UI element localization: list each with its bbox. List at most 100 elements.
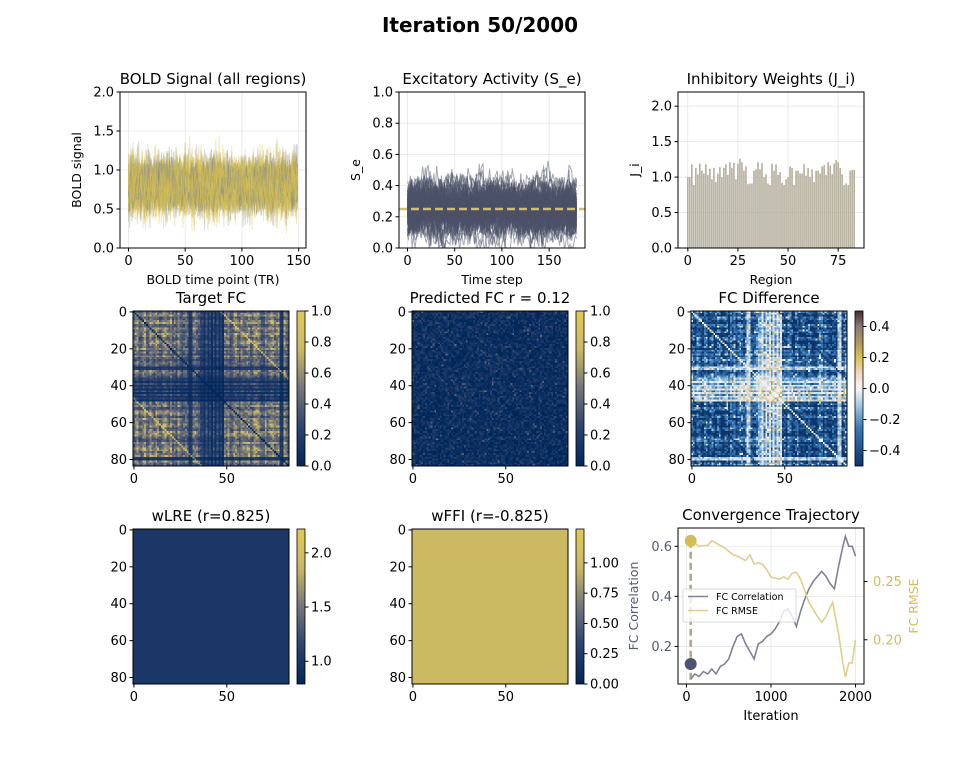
bold-trace (128, 153, 298, 223)
colorbar-tick-label: 0.4 (590, 398, 611, 413)
ji-bar (821, 166, 823, 248)
bold-trace (128, 150, 298, 215)
bold-trace (128, 153, 298, 231)
y-tick-label: 0.4 (372, 179, 393, 194)
ji-bar (787, 177, 789, 248)
bold-trace (128, 142, 298, 230)
ji-bar (745, 166, 747, 248)
fc-correlation-line (690, 533, 857, 680)
y-tick-label: 0 (119, 523, 127, 538)
ji-bar (761, 162, 763, 248)
bold-trace (128, 141, 298, 217)
bold-ylabel: BOLD signal (69, 132, 84, 208)
bold-trace (128, 155, 298, 221)
y-right-tick-label: 0.20 (873, 633, 902, 648)
y-tick-label: 20 (668, 342, 685, 357)
colorbar-tick-label: 0.6 (590, 367, 611, 382)
tfc-heatmap-image (133, 311, 289, 466)
ji-bar (759, 169, 761, 248)
bold-trace (128, 150, 298, 227)
bold-trace (128, 149, 298, 220)
bold-trace (128, 150, 298, 225)
x-tick-label: 50 (780, 254, 797, 269)
ji-xlabel: Region (750, 272, 793, 287)
colorbar-tick-label: 0.0 (869, 382, 890, 397)
dfc-colorbar-scale (854, 310, 864, 467)
x-tick-label: 75 (830, 254, 847, 269)
bold-trace (128, 144, 298, 231)
ji-bar (771, 163, 773, 248)
colorbar-tick-label: 0.8 (590, 336, 611, 351)
ji-bar (709, 168, 711, 248)
colorbar-tick-label: 0.00 (590, 678, 619, 693)
ji-bar (815, 170, 817, 248)
bold-trace (128, 143, 298, 208)
x-tick-label: 2000 (839, 690, 872, 705)
bold-trace (128, 143, 298, 221)
conv-ylabel-right: FC RMSE (906, 578, 921, 633)
dfc-axes: 0 50 0 20 40 60 80 FC Difference (668, 289, 848, 487)
ji-bar (687, 177, 689, 248)
ji-bar (791, 167, 793, 248)
ji-bar (843, 184, 845, 248)
pfc-title: Predicted FC r = 0.12 (410, 289, 571, 307)
ji-bar (729, 162, 731, 248)
conv-xlabel: Iteration (743, 709, 798, 724)
bold-trace (128, 161, 298, 214)
ji-bar (805, 175, 807, 248)
bold-trace (128, 152, 298, 216)
y-tick-label: 0.4 (651, 590, 672, 605)
colorbar-tick-label: 0.50 (590, 617, 619, 632)
bold-trace (128, 147, 298, 230)
bold-trace (128, 156, 298, 214)
dfc-heatmap-image (691, 311, 847, 466)
ffi-colorbar: 0.00 0.25 0.50 0.75 1.00 (575, 528, 619, 693)
se-plot-area (399, 160, 585, 250)
y-tick-label: 60 (389, 416, 406, 431)
ji-bar (851, 170, 853, 248)
y-tick-label: 1.0 (372, 86, 393, 101)
bold-trace (128, 148, 298, 218)
ji-bar (779, 172, 781, 248)
ji-bar (741, 162, 743, 248)
bold-trace (128, 149, 298, 225)
bold-trace (128, 145, 298, 225)
y-tick-label: 80 (110, 453, 127, 468)
ffi-axes: 0 50 0 20 40 60 80 wFFI (r=-0.825) (389, 507, 569, 705)
bold-trace (128, 149, 298, 216)
ji-bar (781, 182, 783, 248)
ji-bar (767, 183, 769, 248)
bold-trace (128, 151, 298, 216)
colorbar-tick-label: −0.4 (869, 444, 901, 459)
y-tick-label: 2.0 (93, 86, 114, 101)
se-title: Excitatory Activity (S_e) (402, 70, 581, 89)
ji-bar (795, 170, 797, 248)
conv-title: Convergence Trajectory (682, 506, 860, 524)
bold-trace (128, 153, 298, 216)
ji-bar (807, 167, 809, 248)
se-frame (398, 91, 586, 249)
ji-bar (699, 163, 701, 248)
pfc-heatmap-image (412, 311, 568, 466)
ji-bar (749, 183, 751, 248)
y-tick-label: 1.0 (651, 171, 672, 186)
bold-trace (128, 144, 298, 217)
colorbar-tick-label: 0.25 (590, 647, 619, 662)
ji-bar (827, 162, 829, 248)
bold-plot-area (128, 135, 298, 234)
y-tick-label: 40 (110, 597, 127, 612)
ji-bar (705, 164, 707, 248)
ji-bar (737, 163, 739, 248)
ji-bar (797, 170, 799, 248)
y-tick-label: 0.2 (651, 640, 672, 655)
conv-axes: 0 1000 2000 0.2 0.4 0.6 Convergence Trajectory… (626, 506, 921, 724)
bold-trace (128, 163, 298, 219)
ji-ylabel: J_i (627, 163, 642, 177)
pfc-colorbar-scale (575, 310, 585, 467)
ji-bar (823, 165, 825, 248)
ji-bar (713, 167, 715, 248)
ji-bar (731, 167, 733, 248)
colorbar-tick-label: 1.00 (590, 556, 619, 571)
ji-bar (819, 173, 821, 248)
